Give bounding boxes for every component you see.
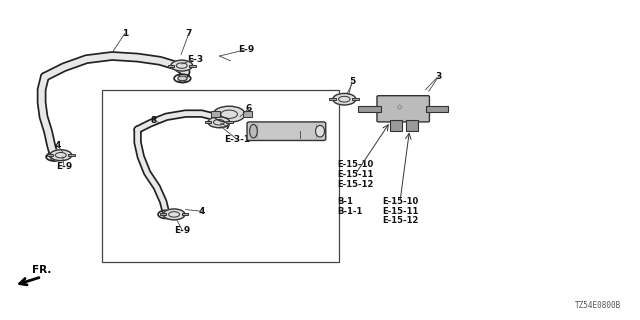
Circle shape [213, 106, 245, 122]
Text: E-3-1: E-3-1 [224, 135, 250, 144]
Circle shape [178, 76, 187, 81]
Text: E-15-12: E-15-12 [337, 180, 374, 188]
Bar [168, 65, 174, 67]
Text: E-9: E-9 [56, 162, 72, 171]
Circle shape [50, 155, 59, 159]
Text: 1: 1 [122, 29, 128, 38]
Text: 7: 7 [186, 29, 192, 38]
Text: 2: 2 [296, 127, 303, 136]
Bar [205, 121, 211, 123]
Bar [358, 106, 381, 112]
Bar [406, 120, 418, 131]
Bar [102, 90, 339, 262]
Text: E-9: E-9 [174, 226, 191, 235]
Text: 5: 5 [349, 77, 355, 86]
Bar [189, 65, 196, 67]
Circle shape [50, 150, 72, 161]
Text: 4: 4 [198, 207, 205, 216]
Text: E-15-12: E-15-12 [383, 216, 419, 225]
Ellipse shape [250, 124, 257, 138]
Bar [330, 98, 336, 100]
Text: FR.: FR. [32, 265, 51, 275]
FancyBboxPatch shape [247, 122, 326, 140]
Bar [353, 98, 359, 100]
FancyBboxPatch shape [377, 96, 429, 122]
Bar [390, 120, 402, 131]
Text: ◇: ◇ [397, 104, 403, 110]
Bar [426, 106, 448, 112]
Text: 4: 4 [54, 141, 61, 150]
Ellipse shape [316, 125, 324, 137]
Text: 8: 8 [150, 116, 157, 124]
Bar [243, 111, 252, 117]
Bar [47, 154, 53, 156]
Bar [182, 213, 188, 215]
Text: E-15-10: E-15-10 [383, 197, 419, 206]
Text: 7: 7 [224, 122, 230, 131]
Circle shape [208, 117, 230, 128]
Bar [227, 121, 233, 123]
Circle shape [333, 93, 356, 105]
Text: B-1-1: B-1-1 [337, 207, 363, 216]
Circle shape [163, 209, 185, 220]
Text: 6: 6 [245, 104, 252, 113]
Circle shape [171, 60, 193, 71]
Bar [211, 111, 220, 117]
Text: E-15-11: E-15-11 [337, 170, 374, 179]
Text: E-9: E-9 [238, 45, 255, 54]
Text: TZ54E0800B: TZ54E0800B [575, 301, 621, 310]
Circle shape [162, 212, 171, 217]
Text: E-3: E-3 [187, 55, 204, 64]
Bar [68, 154, 75, 156]
Text: 3: 3 [435, 72, 442, 81]
Text: E-15-11: E-15-11 [383, 207, 419, 216]
Text: B-1: B-1 [337, 197, 353, 206]
Text: E-15-10: E-15-10 [337, 160, 374, 169]
Circle shape [216, 121, 225, 125]
Bar [160, 213, 166, 215]
